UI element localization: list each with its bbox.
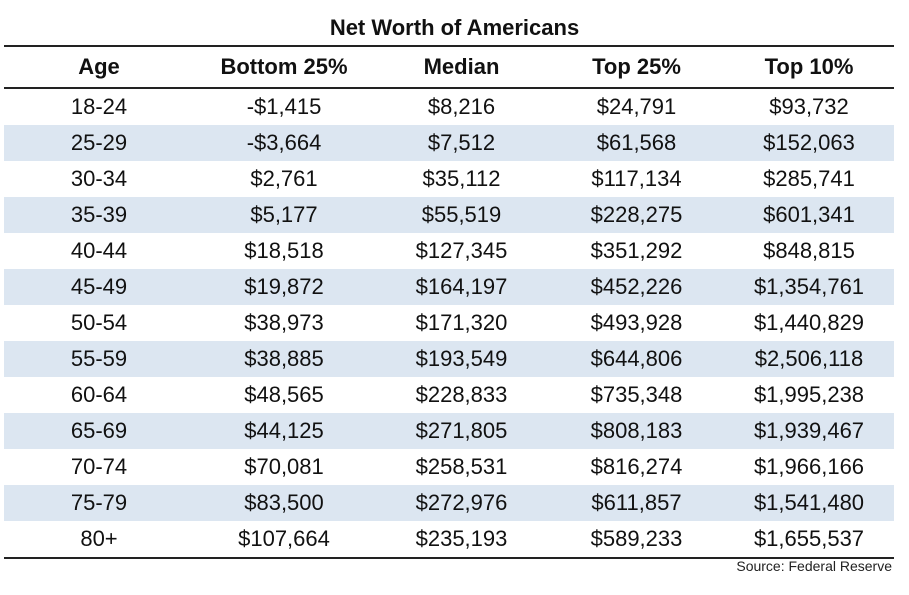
bottom-25-cell: $44,125 <box>244 418 324 443</box>
table-row: 50-54 $38,973 $171,320 $493,928 $1,440,8… <box>4 305 894 341</box>
top-10-cell: $1,541,480 <box>753 490 865 515</box>
table-row: 55-59 $38,885 $193,549 $644,806 $2,506,1… <box>4 341 894 377</box>
median-cell: $272,976 <box>415 490 508 515</box>
top-25-cell: $808,183 <box>590 418 683 443</box>
bottom-25-cell: -$1,415 <box>246 94 322 119</box>
median-cell: $235,193 <box>415 526 508 551</box>
table-row: 75-79 $83,500 $272,976 $611,857 $1,541,4… <box>4 485 894 521</box>
top-10-cell: $601,341 <box>763 202 855 227</box>
age-cell: 25-29 <box>70 130 128 155</box>
top-25-cell: $493,928 <box>590 310 683 335</box>
bottom-25-cell: $107,664 <box>238 526 330 551</box>
top-25-cell: $228,275 <box>590 202 683 227</box>
median-cell: $164,197 <box>415 274 508 299</box>
top-10-cell: $152,063 <box>763 130 855 155</box>
median-cell: $228,833 <box>415 382 508 407</box>
top-25-cell: $589,233 <box>590 526 683 551</box>
age-cell: 45-49 <box>70 274 128 299</box>
top-10-cell: $1,354,761 <box>753 274 865 299</box>
table-row: 45-49 $19,872 $164,197 $452,226 $1,354,7… <box>4 269 894 305</box>
top-25-cell: $611,857 <box>591 490 682 515</box>
table-row: 65-69 $44,125 $271,805 $808,183 $1,939,4… <box>4 413 894 449</box>
header-top-10: Top 10% <box>764 54 854 79</box>
age-cell: 80+ <box>80 526 118 551</box>
bottom-25-cell: -$3,664 <box>246 130 322 155</box>
median-cell: $127,345 <box>415 238 508 263</box>
header-age: Age <box>78 54 120 79</box>
table-row: 70-74 $70,081 $258,531 $816,274 $1,966,1… <box>4 449 894 485</box>
age-cell: 30-34 <box>70 166 128 191</box>
age-cell: 60-64 <box>70 382 128 407</box>
median-cell: $7,512 <box>427 130 496 155</box>
top-25-cell: $24,791 <box>596 94 677 119</box>
top-10-cell: $1,440,829 <box>753 310 865 335</box>
bottom-25-cell: $2,761 <box>250 166 318 191</box>
top-10-cell: $1,995,238 <box>753 382 865 407</box>
bottom-25-cell: $19,872 <box>244 274 324 299</box>
age-cell: 50-54 <box>70 310 128 335</box>
median-cell: $171,320 <box>415 310 508 335</box>
table-row: 40-44 $18,518 $127,345 $351,292 $848,815 <box>4 233 894 269</box>
table-row: 60-64 $48,565 $228,833 $735,348 $1,995,2… <box>4 377 894 413</box>
median-cell: $35,112 <box>422 166 501 191</box>
bottom-25-cell: $18,518 <box>244 238 324 263</box>
header-median: Median <box>423 54 500 79</box>
age-cell: 75-79 <box>70 490 128 515</box>
top-10-cell: $93,732 <box>769 94 849 119</box>
age-cell: 18-24 <box>70 94 128 119</box>
median-cell: $55,519 <box>421 202 502 227</box>
table-row: 35-39 $5,177 $55,519 $228,275 $601,341 <box>4 197 894 233</box>
top-10-cell: $2,506,118 <box>754 346 864 371</box>
table-row: 80+ $107,664 $235,193 $589,233 $1,655,53… <box>4 521 894 557</box>
age-cell: 40-44 <box>70 238 128 263</box>
top-25-cell: $61,568 <box>596 130 677 155</box>
median-cell: $271,805 <box>415 418 508 443</box>
top-10-cell: $1,939,467 <box>753 418 865 443</box>
top-10-cell: $1,655,537 <box>753 526 865 551</box>
age-cell: 55-59 <box>70 346 128 371</box>
top-25-cell: $735,348 <box>590 382 683 407</box>
table-row: 18-24 -$1,415 $8,216 $24,791 $93,732 <box>4 89 894 125</box>
age-cell: 35-39 <box>70 202 128 227</box>
median-cell: $193,549 <box>415 346 508 371</box>
table-title: Net Worth of Americans <box>329 15 580 40</box>
top-10-cell: $848,815 <box>763 238 855 263</box>
median-cell: $8,216 <box>427 94 496 119</box>
top-25-cell: $816,274 <box>590 454 683 479</box>
table-row: 30-34 $2,761 $35,112 $117,134 $285,741 <box>4 161 894 197</box>
age-cell: 65-69 <box>70 418 128 443</box>
header-top-25: Top 25% <box>592 54 681 79</box>
median-cell: $258,531 <box>415 454 508 479</box>
bottom-25-cell: $48,565 <box>244 382 324 407</box>
bottom-25-cell: $5,177 <box>250 202 318 227</box>
top-10-cell: $1,966,166 <box>753 454 865 479</box>
top-25-cell: $117,134 <box>591 166 682 191</box>
bottom-25-cell: $38,973 <box>244 310 324 335</box>
header-row: Age Bottom 25% Median Top 25% Top 10% <box>4 47 894 89</box>
table-row: 25-29 -$3,664 $7,512 $61,568 $152,063 <box>4 125 894 161</box>
bottom-25-cell: $83,500 <box>244 490 324 515</box>
age-cell: 70-74 <box>70 454 128 479</box>
top-25-cell: $351,292 <box>590 238 683 263</box>
top-10-cell: $285,741 <box>763 166 855 191</box>
top-25-cell: $452,226 <box>590 274 683 299</box>
net-worth-table: Age Bottom 25% Median Top 25% Top 10% 18… <box>4 45 894 559</box>
bottom-25-cell: $70,081 <box>244 454 324 479</box>
bottom-25-cell: $38,885 <box>244 346 324 371</box>
top-25-cell: $644,806 <box>590 346 683 371</box>
header-bottom-25: Bottom 25% <box>220 54 348 79</box>
source-note: Source: Federal Reserve <box>736 558 892 574</box>
